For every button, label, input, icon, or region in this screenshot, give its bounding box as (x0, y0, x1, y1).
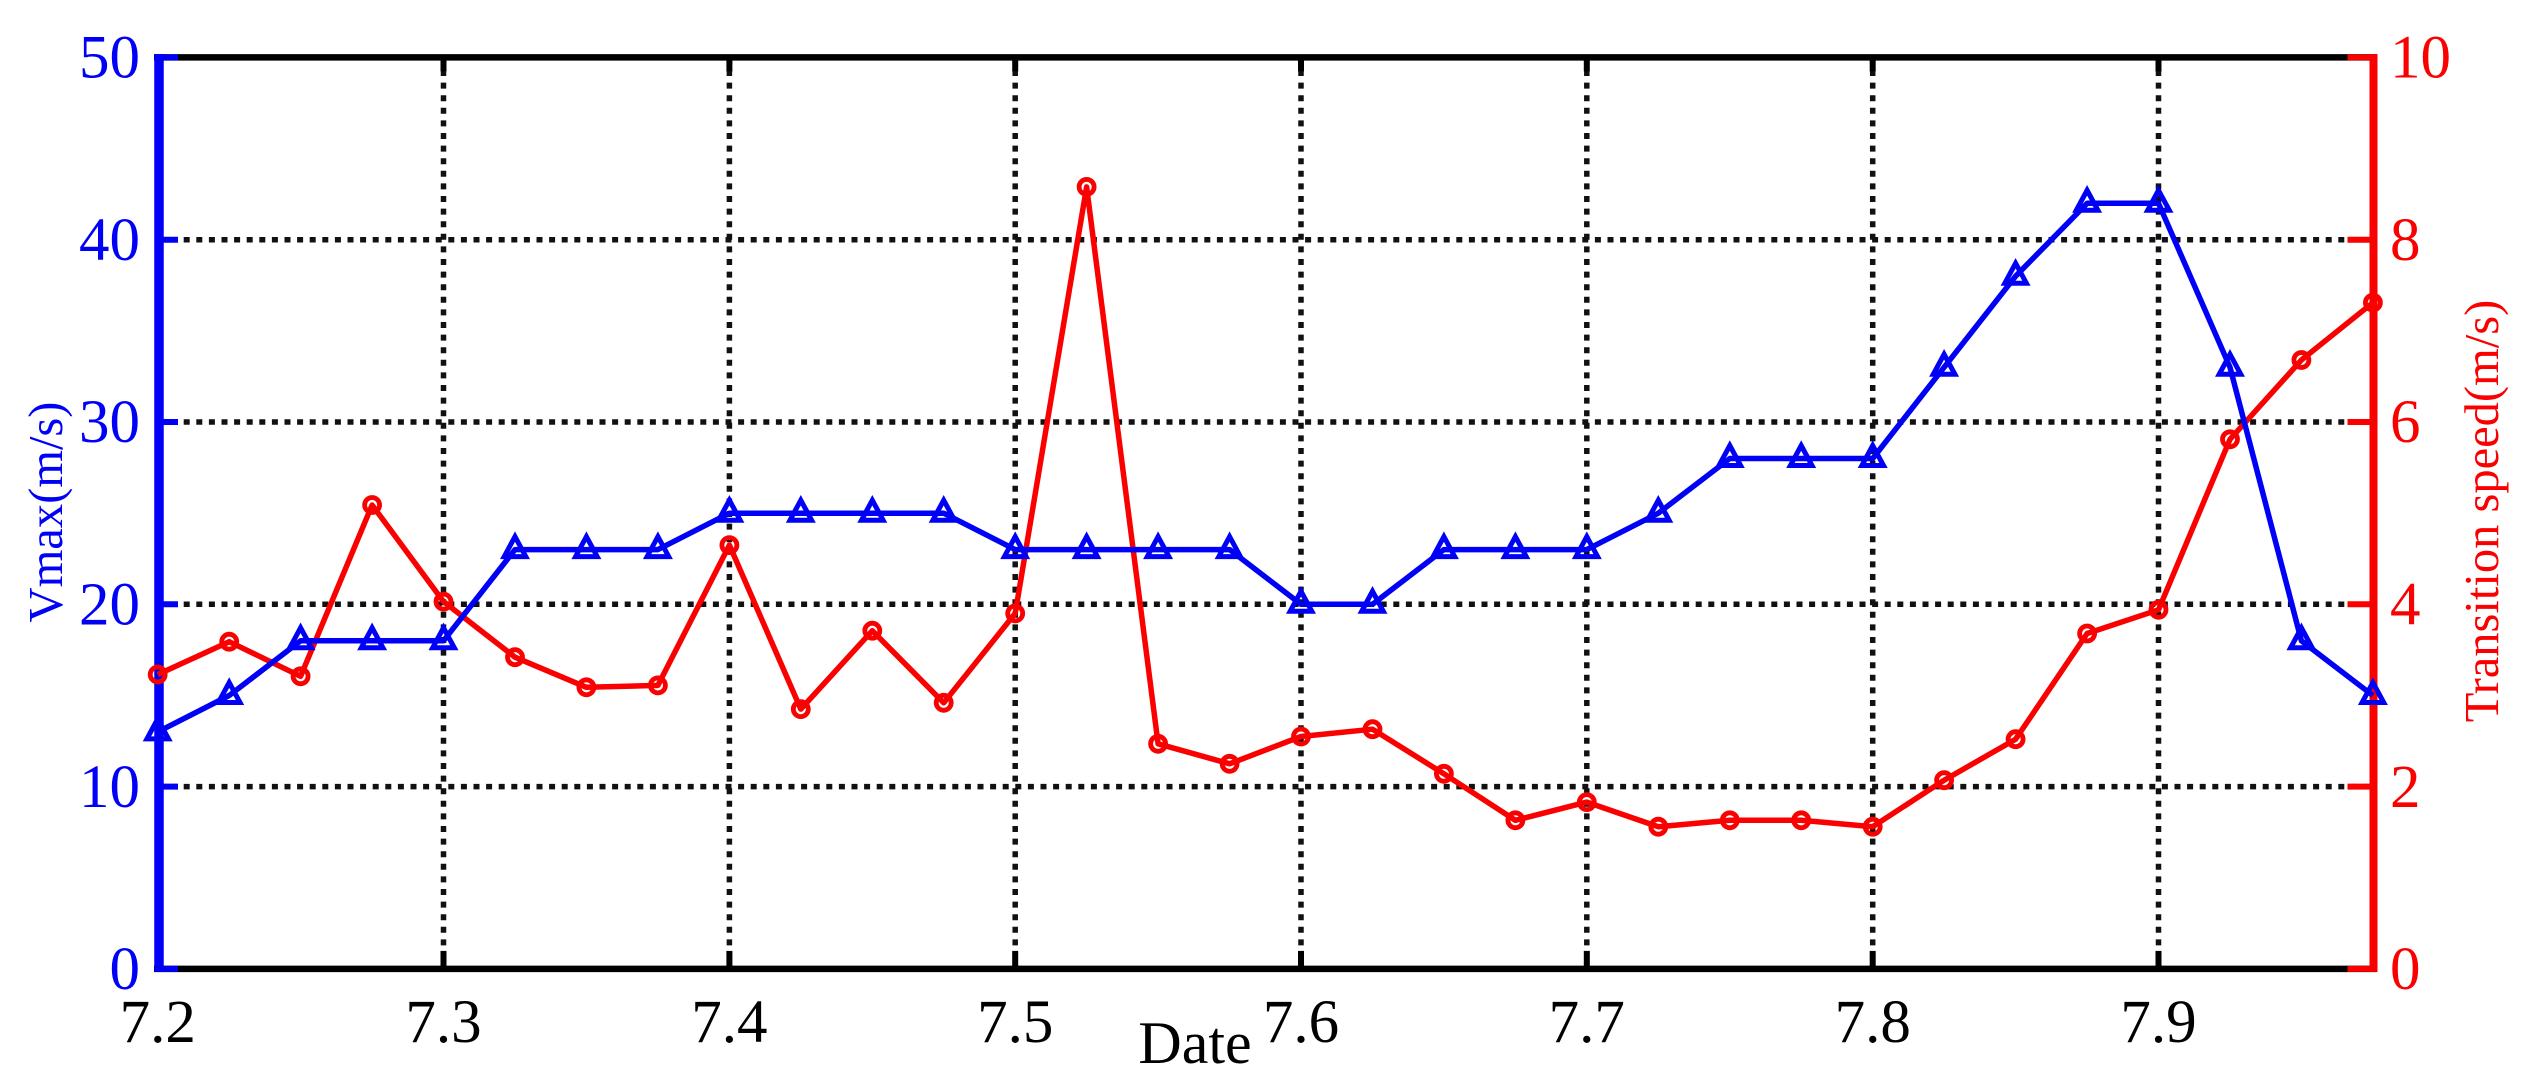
svg-text:0: 0 (2390, 936, 2421, 1003)
svg-text:7.7: 7.7 (1549, 989, 1625, 1056)
svg-text:Transition speed(m/s): Transition speed(m/s) (2456, 300, 2509, 723)
svg-text:2: 2 (2390, 754, 2421, 821)
svg-text:8: 8 (2390, 207, 2421, 274)
svg-text:7.5: 7.5 (977, 989, 1053, 1056)
svg-text:7.4: 7.4 (691, 989, 767, 1056)
svg-text:7.2: 7.2 (120, 989, 196, 1056)
svg-text:10: 10 (2390, 25, 2451, 92)
svg-text:50: 50 (79, 25, 140, 92)
svg-text:30: 30 (79, 389, 140, 456)
svg-text:7.8: 7.8 (1835, 989, 1911, 1056)
svg-text:7.9: 7.9 (2120, 989, 2196, 1056)
svg-text:10: 10 (79, 754, 140, 821)
svg-text:7.6: 7.6 (1263, 989, 1339, 1056)
svg-text:40: 40 (79, 207, 140, 274)
svg-text:4: 4 (2390, 572, 2421, 639)
svg-text:6: 6 (2390, 389, 2421, 456)
svg-text:7.3: 7.3 (405, 989, 481, 1056)
svg-text:Date: Date (1138, 1010, 1251, 1076)
svg-text:0: 0 (110, 936, 141, 1003)
svg-text:20: 20 (79, 572, 140, 639)
svg-text:Vmax(m/s): Vmax(m/s) (20, 402, 73, 623)
